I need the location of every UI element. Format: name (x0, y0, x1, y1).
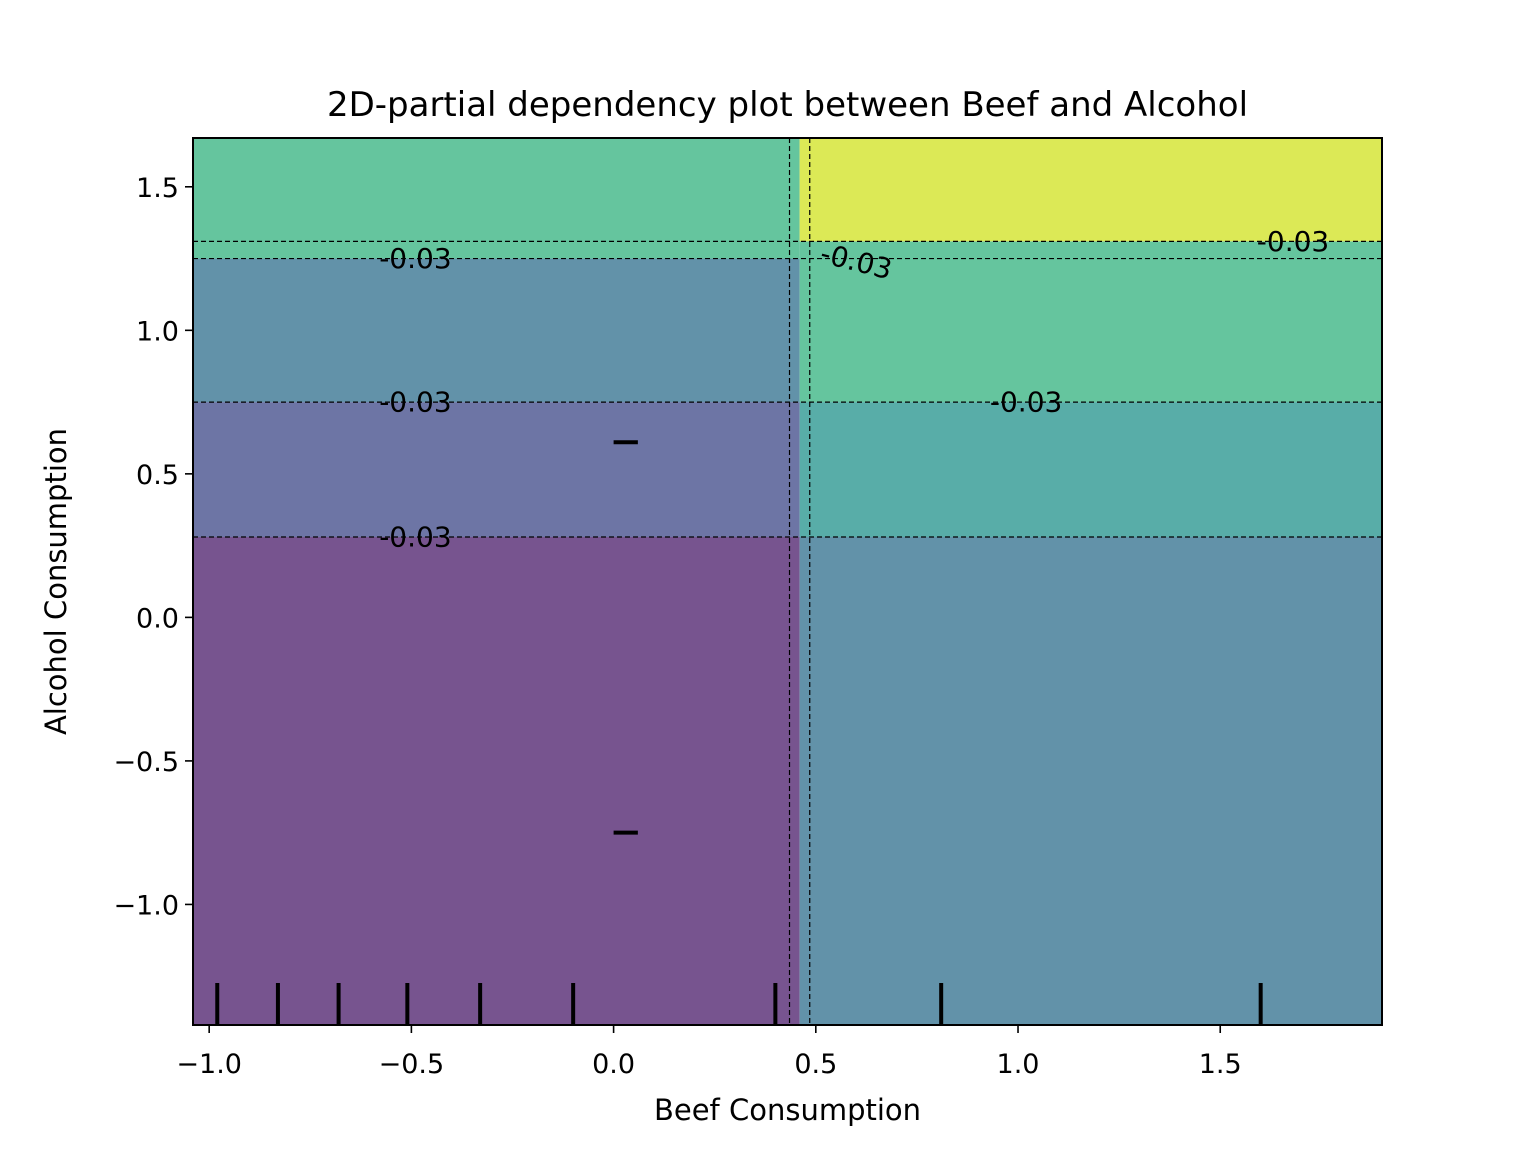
y-tick-label-4: 1.0 (136, 316, 179, 347)
y-axis-label: Alcohol Consumption (39, 428, 73, 735)
x-axis-label: Beef Consumption (654, 1093, 921, 1127)
x-tick-label-1: −0.5 (379, 1049, 445, 1080)
x-tick-label-0: −1.0 (176, 1049, 242, 1080)
y-tick-label-5: 1.5 (136, 173, 179, 204)
contour-label-4: -0.03 (990, 386, 1062, 419)
y-tick-label-1: −0.5 (113, 747, 179, 778)
x-tick-label-4: 1.0 (997, 1049, 1040, 1080)
region-left-2 (193, 258, 800, 403)
y-tick-label-2: 0.0 (136, 603, 179, 634)
rug-marks (215, 440, 1263, 1025)
x-tick-label-5: 1.5 (1199, 1049, 1242, 1080)
x-tick-label-3: 0.5 (794, 1049, 837, 1080)
region-left-0 (193, 537, 800, 1025)
x-axis-ticks: −1.0 −0.5 0.0 0.5 1.0 1.5 (176, 1025, 1242, 1080)
contour-label-2: -0.03 (379, 521, 451, 554)
region-left-1 (193, 402, 800, 538)
contour-label-1: -0.03 (379, 386, 451, 419)
contour-label-0: -0.03 (379, 242, 451, 275)
region-right-2 (799, 241, 1382, 403)
y-tick-label-0: −1.0 (113, 890, 179, 921)
chart-title: 2D-partial dependency plot between Beef … (327, 85, 1248, 125)
contour-label-3: -0.03 (1257, 225, 1329, 258)
contour-regions (193, 138, 1382, 1025)
y-axis-ticks: −1.0 −0.5 0.0 0.5 1.0 1.5 (113, 173, 193, 921)
contour-labels: -0.03-0.03-0.03-0.03-0.03-0.03 (379, 225, 1329, 554)
region-left-3 (193, 138, 800, 259)
region-right-0 (799, 537, 1382, 1025)
region-right-3 (799, 138, 1382, 242)
y-tick-label-3: 0.5 (136, 460, 179, 491)
contour-lines (193, 138, 1382, 1025)
region-right-1 (799, 402, 1382, 538)
plot-frame (192, 137, 1383, 1026)
x-tick-label-2: 0.0 (592, 1049, 635, 1080)
